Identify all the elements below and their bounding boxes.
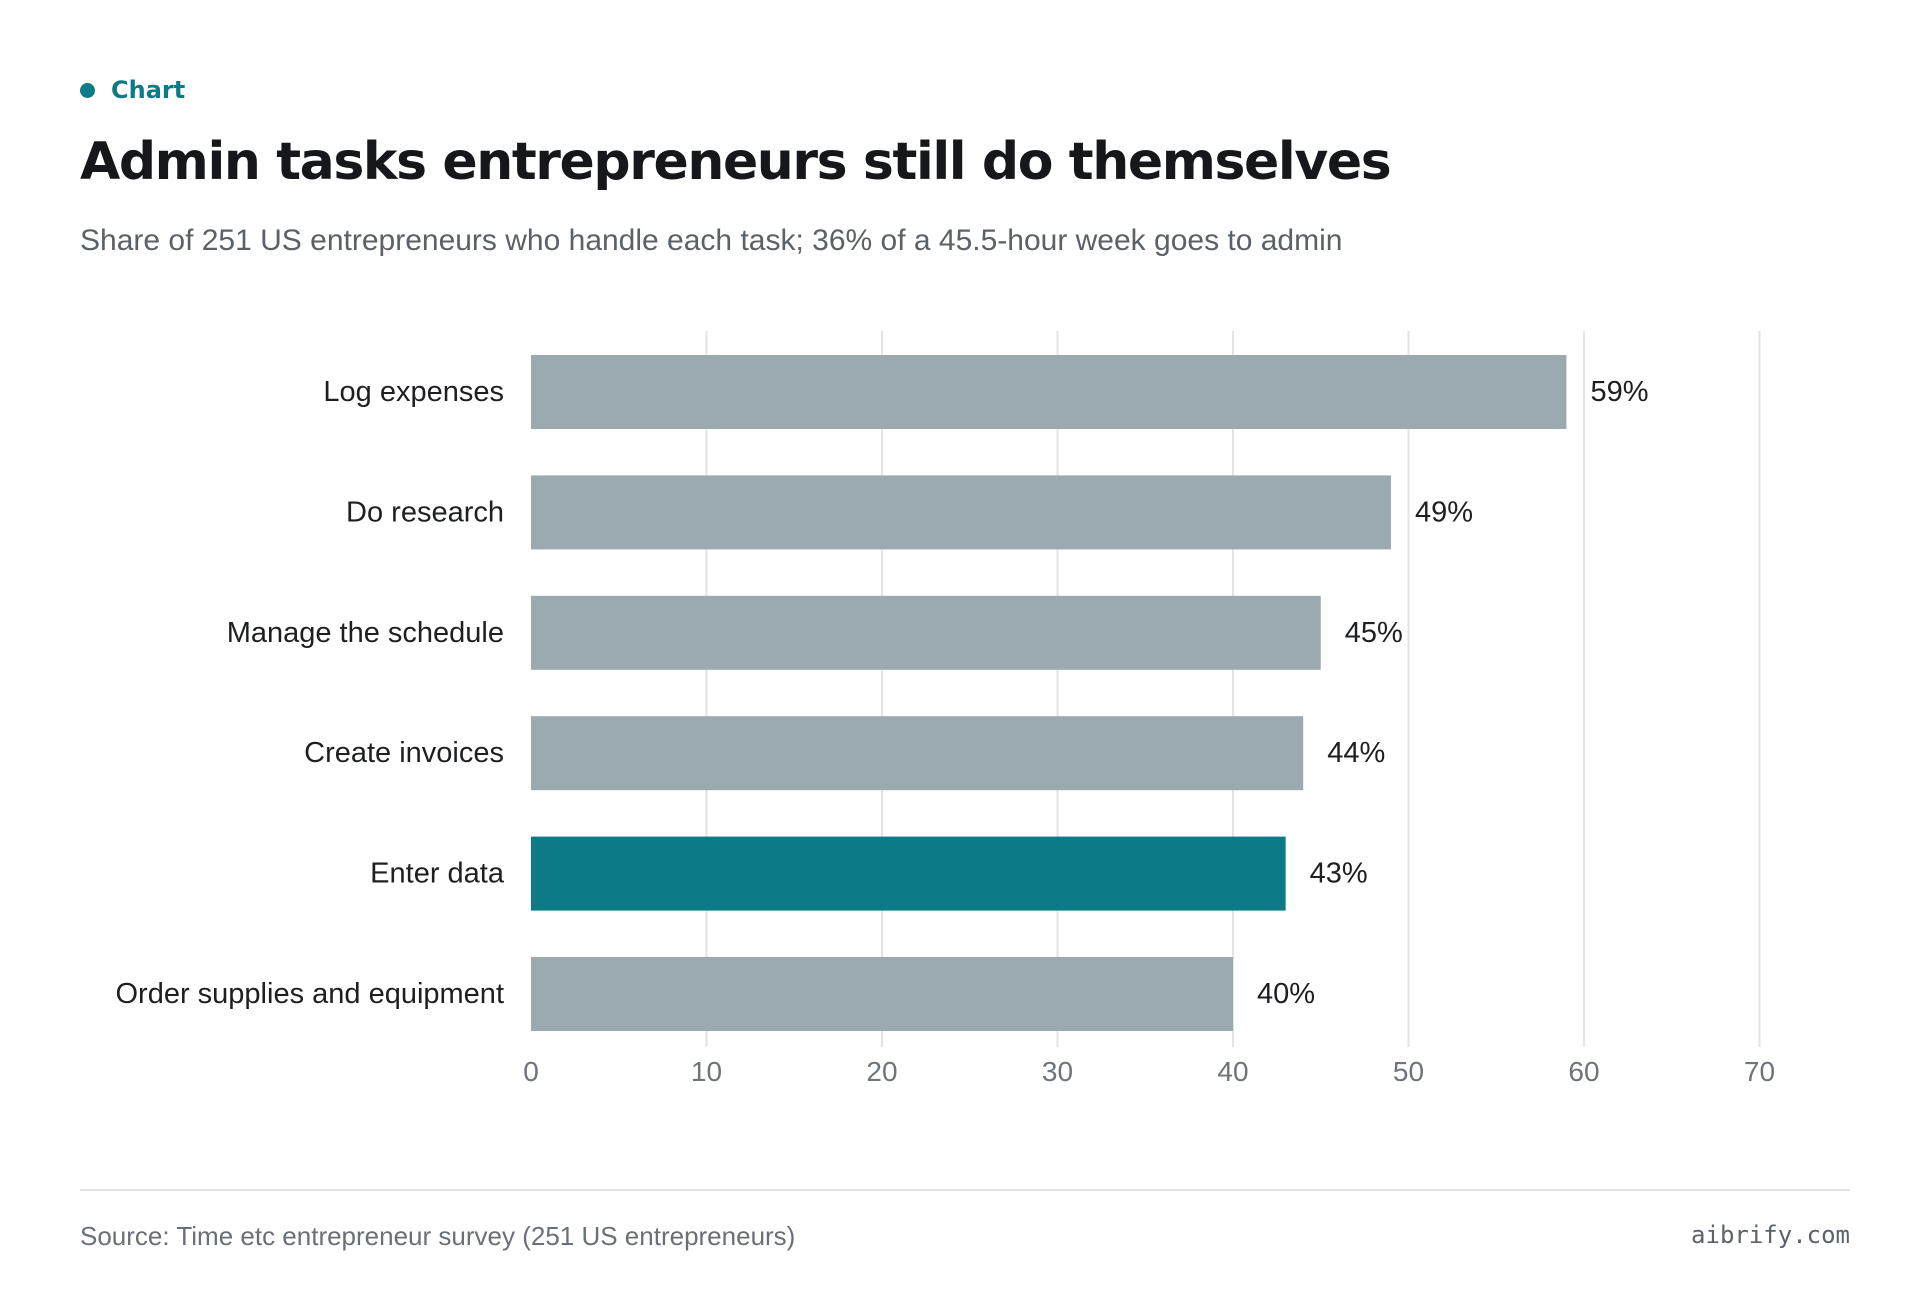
category-label: Do research <box>346 496 504 528</box>
category-label: Log expenses <box>323 376 504 408</box>
footer-divider <box>80 1189 1850 1191</box>
x-tick-label: 0 <box>523 1056 539 1087</box>
chart-title: Admin tasks entrepreneurs still do thems… <box>80 132 1392 192</box>
bar-highlighted <box>531 836 1286 911</box>
chart-subtitle: Share of 251 US entrepreneurs who handle… <box>80 224 1343 257</box>
category-label: Enter data <box>370 858 505 890</box>
bar <box>531 595 1321 670</box>
x-tick-label: 30 <box>1042 1056 1073 1087</box>
bar <box>531 957 1233 1031</box>
x-tick-label: 20 <box>866 1056 897 1087</box>
chart-tag-label: Chart <box>111 76 186 104</box>
data-label: 59% <box>1590 376 1648 408</box>
data-label: 43% <box>1310 858 1368 890</box>
x-tick-label: 10 <box>691 1056 722 1087</box>
data-label: 49% <box>1415 496 1473 528</box>
category-label: Order supplies and equipment <box>115 978 504 1010</box>
x-tick-label: 50 <box>1393 1056 1424 1087</box>
data-label: 40% <box>1257 978 1315 1010</box>
brand-logo-text: aibrify.com <box>1691 1221 1850 1249</box>
x-tick-label: 40 <box>1217 1056 1248 1087</box>
bar <box>531 355 1567 429</box>
source-note: Source: Time etc entrepreneur survey (25… <box>80 1221 796 1251</box>
x-tick-label: 60 <box>1568 1056 1599 1087</box>
category-label: Manage the schedule <box>227 617 504 649</box>
bar-chart: 0 10 20 30 40 50 60 70 Log expenses 59% Do researc… <box>115 331 1775 1087</box>
category-label: Create invoices <box>304 737 504 769</box>
data-label: 44% <box>1327 737 1385 769</box>
bar <box>531 475 1391 550</box>
chart-tag: Chart <box>80 76 185 104</box>
data-label: 45% <box>1345 617 1403 649</box>
tag-dot-icon <box>80 82 95 98</box>
bar <box>531 716 1304 791</box>
x-tick-label: 70 <box>1744 1056 1775 1087</box>
